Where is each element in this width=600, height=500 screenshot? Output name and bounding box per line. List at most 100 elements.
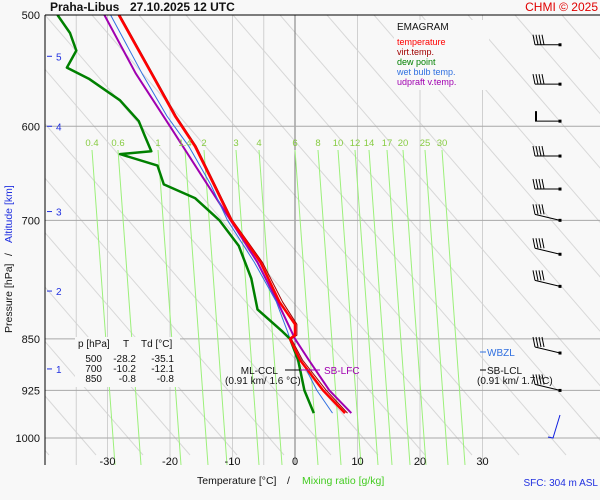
legend-item-wet-bulb: wet bulb temp. (396, 67, 456, 77)
wind-barb-feather (535, 178, 539, 190)
mixing-ratio-line (354, 149, 379, 465)
wind-barb-feather (532, 145, 536, 157)
wind-barb-station (558, 187, 562, 191)
altitude-tick-label: 3 (56, 208, 62, 219)
mixing-ratio-line (317, 149, 342, 465)
wind-barb-feather (541, 204, 545, 215)
wind-barb-feather (532, 336, 536, 348)
table-cell: -35.1 (151, 354, 174, 365)
mixing-ratio-label: 12 (350, 138, 361, 149)
wind-barb-feather (538, 204, 542, 215)
mixing-ratio-lines (91, 149, 466, 465)
mixing-ratio-line (386, 149, 411, 465)
table-cell: 500 (85, 354, 102, 365)
y-tick-label: 850 (22, 334, 40, 346)
wind-barb-feather (538, 145, 542, 157)
x-tick-label: 20 (414, 456, 426, 468)
wind-barb-feather (541, 34, 545, 45)
dry-adiabat-line (326, 15, 600, 332)
y-tick-label: 500 (22, 10, 40, 22)
legend-item-virt-temp: virt.temp. (397, 47, 434, 57)
wind-barb-feather (532, 238, 536, 249)
wind-barb-feather (532, 270, 536, 281)
x-tick-label: 30 (476, 456, 488, 468)
wind-barb-feather (535, 145, 539, 157)
mixing-ratio-line (91, 149, 116, 465)
table-row: 500 -28.2 -35.1 (85, 354, 174, 365)
mixing-ratio-label: 6 (292, 138, 297, 149)
wind-barb (532, 238, 562, 256)
wind-barb-feather (538, 34, 542, 45)
y-axis-title: Pressure [hPa] (3, 263, 15, 333)
wind-barb-station (558, 284, 562, 288)
mixing-ratio-line (184, 149, 209, 465)
sounding-datetime: 27.10.2025 12 UTC (130, 0, 235, 14)
wind-barb-shaft (534, 346, 561, 354)
wind-barb-feather (535, 204, 539, 215)
wind-barb-feather (538, 178, 542, 190)
mixing-ratio-line (402, 149, 427, 465)
wind-barb-shaft (534, 213, 561, 221)
x-tick-label: -10 (225, 456, 241, 468)
copyright: CHMI © 2025 (525, 0, 598, 14)
mixing-ratio-label: 0.4 (85, 138, 98, 149)
sb-lfc-label: SB-LFC (324, 366, 360, 377)
legend-box (394, 20, 489, 90)
altitude-tick-label: 2 (56, 287, 62, 298)
table-header-td: Td [°C] (141, 339, 172, 350)
x-tick-label: -30 (100, 456, 116, 468)
surface-elevation: SFC: 304 m ASL (524, 478, 599, 489)
station-name: Praha-Libus (50, 0, 120, 14)
wind-barb-feather (538, 270, 542, 281)
wind-barb-feather (538, 238, 542, 249)
altitude-tick-label: 5 (56, 52, 62, 63)
wind-barb (532, 374, 562, 392)
wind-barb-feather (535, 34, 539, 45)
table-cell: -0.8 (119, 374, 137, 385)
wind-barb-station (558, 82, 562, 86)
x-tick-label: 10 (351, 456, 363, 468)
curve-dew-point (56, 15, 315, 414)
wind-barb-feather (541, 238, 545, 249)
wind-barb (532, 145, 562, 158)
mixing-ratio-label: 1 (155, 138, 160, 149)
altitude-tick-label: 1 (56, 365, 62, 376)
mixing-ratio-line (441, 149, 466, 465)
wind-barb (535, 111, 562, 123)
mixing-ratio-label: 30 (437, 138, 448, 149)
mixing-ratio-line (157, 149, 182, 465)
dry-adiabat-line (467, 15, 600, 169)
wind-barb (532, 34, 562, 47)
wind-barb-shaft (534, 247, 561, 255)
sb-lcl-label: SB-LCL (487, 366, 522, 377)
dry-adiabat-line (45, 15, 426, 456)
mixing-ratio-line (337, 149, 362, 465)
wind-barb-feather (541, 336, 545, 348)
mixing-ratio-line (258, 149, 283, 465)
x-tick-label: 0 (292, 456, 298, 468)
wind-barb-station (558, 119, 562, 123)
wind-barb-feather (538, 374, 542, 385)
wind-barb (532, 270, 562, 288)
ml-ccl-label: ML-CCL (241, 366, 279, 377)
legend-item-dew-point: dew point (397, 57, 436, 67)
mixing-ratio-line (424, 149, 449, 465)
table-cell: -12.1 (151, 364, 174, 375)
dry-adiabat-line (185, 15, 567, 456)
table-row: 700 -10.2 -12.1 (85, 364, 174, 375)
mixing-ratio-line (203, 149, 228, 465)
mixing-ratio-label: 1.4 (178, 138, 191, 149)
y-tick-label: 925 (22, 385, 40, 397)
wind-barb-feather (538, 74, 542, 85)
wind-barb-station (558, 218, 562, 222)
wind-barb-feather (541, 74, 545, 85)
wind-barb (532, 204, 562, 222)
mixing-ratio-label: 0.6 (111, 138, 124, 149)
sb-lcl-detail: (0.91 km/ 1.7 °C) (477, 376, 553, 387)
legend-item-updraft-vtemp: udpraft v.temp. (397, 77, 456, 87)
mixing-ratio-label: 8 (315, 138, 320, 149)
wind-barb-feather (535, 336, 539, 348)
wind-barb-station (558, 252, 562, 256)
wind-barb-feather (541, 145, 545, 157)
